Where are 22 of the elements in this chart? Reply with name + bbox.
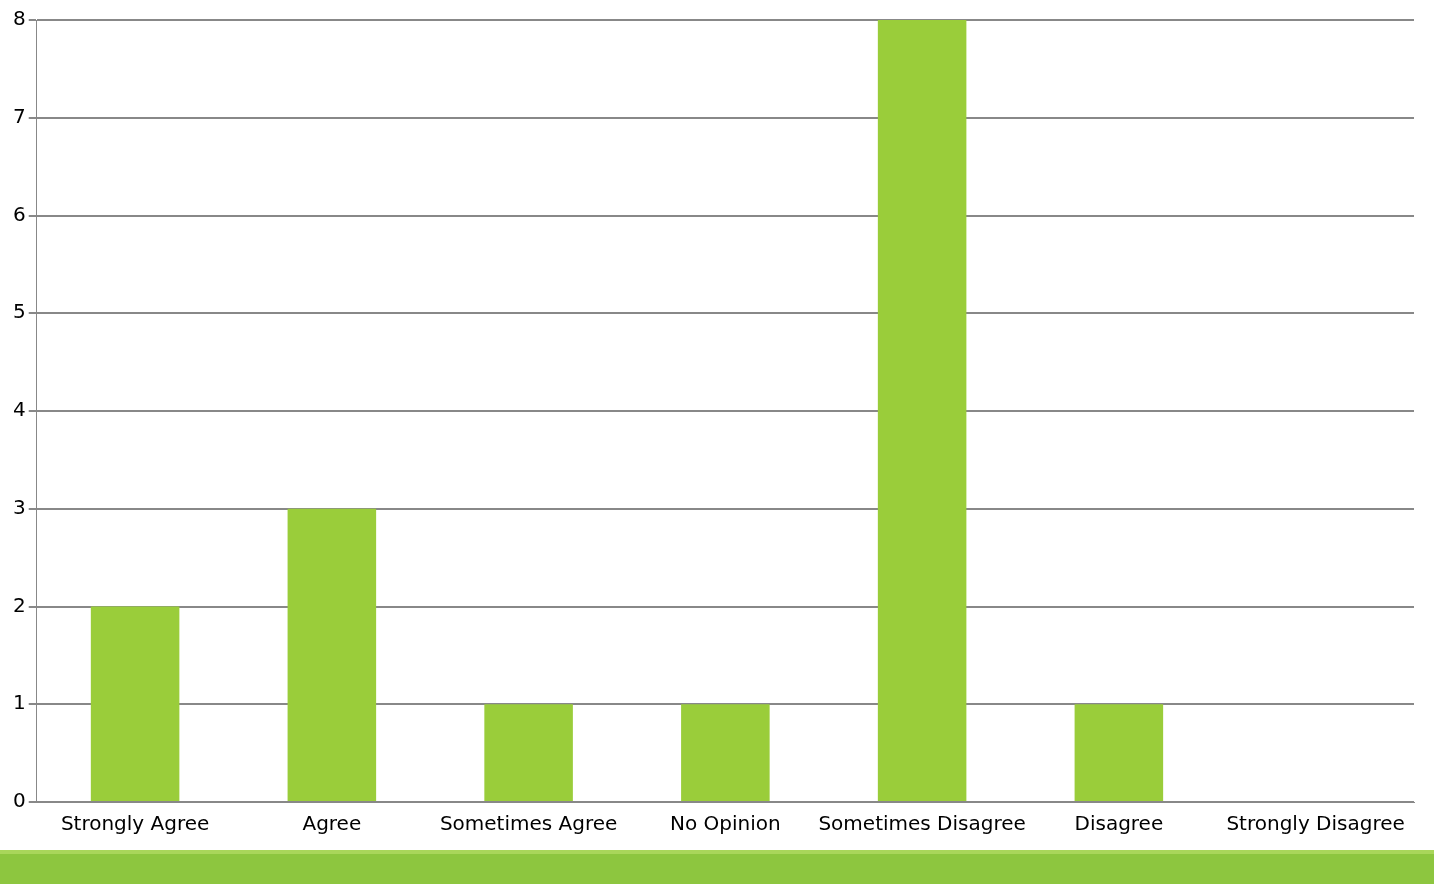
y-tick-label: 5 [12,299,26,324]
bar [287,508,377,801]
x-tick-label: Sometimes Disagree [818,811,1026,836]
x-tick-label: Agree [302,811,362,836]
bar [877,20,967,801]
y-tick-label: 1 [12,690,26,715]
y-tick-label: 6 [12,201,26,226]
x-tick-label: No Opinion [670,811,781,836]
x-tick-label: Strongly Disagree [1226,811,1405,836]
x-tick-label: Disagree [1074,811,1164,836]
y-tick-label: 4 [12,397,26,422]
bar [681,704,770,801]
y-tick-label: 2 [12,592,26,617]
y-tick-label: 3 [12,494,26,519]
bar [1074,704,1164,801]
bar [484,704,573,801]
x-tick-label: Sometimes Agree [439,811,618,836]
x-tick-label: Strongly Agree [60,811,210,836]
y-tick-label: 7 [12,103,26,128]
bar [90,606,180,801]
y-tick-label: 8 [12,6,26,31]
y-tick-label: 0 [12,788,26,813]
